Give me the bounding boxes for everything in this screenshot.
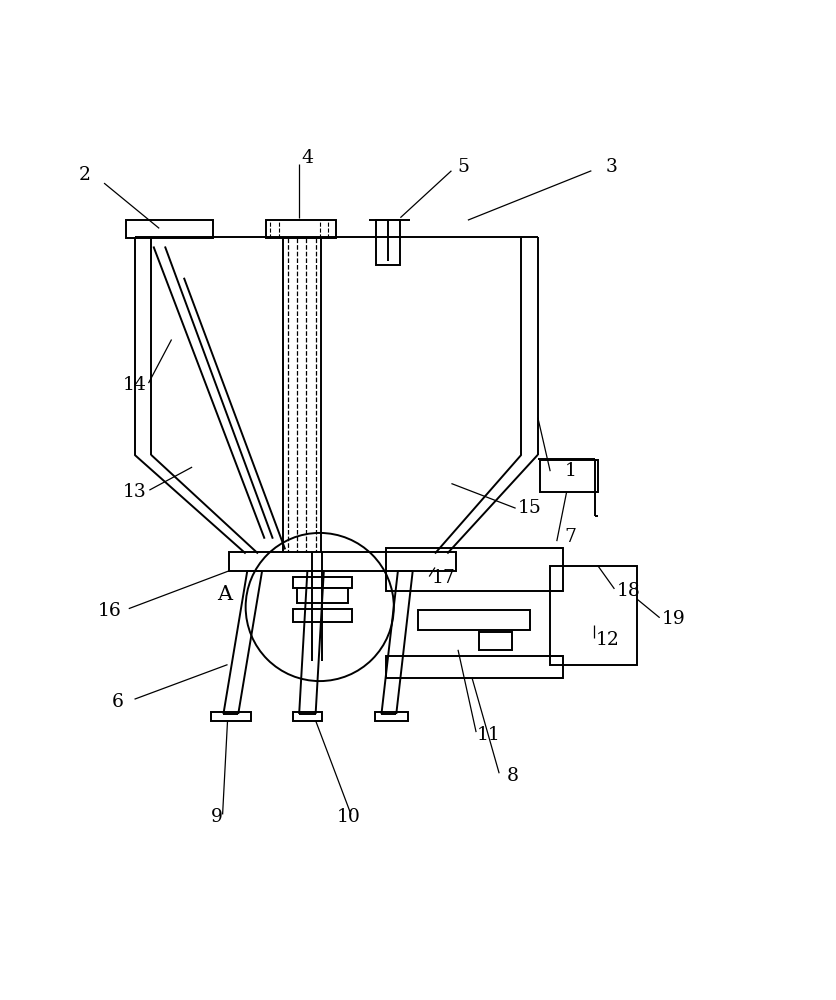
Bar [478, 632, 511, 650]
Text: 2: 2 [79, 166, 91, 184]
Bar [375, 712, 407, 721]
Bar [375, 220, 400, 265]
Text: 9: 9 [211, 808, 222, 826]
Text: 14: 14 [122, 376, 146, 394]
Text: 12: 12 [595, 631, 619, 649]
Bar [293, 609, 351, 622]
Text: 17: 17 [431, 569, 455, 587]
Bar [229, 552, 455, 571]
Text: 4: 4 [301, 149, 313, 167]
Bar [266, 220, 336, 238]
Text: 8: 8 [507, 767, 518, 785]
Bar [385, 548, 562, 591]
Text: 19: 19 [661, 610, 685, 628]
Text: 11: 11 [476, 726, 500, 744]
Text: 3: 3 [605, 158, 617, 176]
Bar [549, 566, 636, 665]
Bar [126, 220, 212, 238]
Bar [296, 588, 347, 603]
Bar [293, 577, 351, 588]
Text: 15: 15 [517, 499, 541, 517]
Text: 10: 10 [336, 808, 360, 826]
Text: 13: 13 [123, 483, 146, 501]
Text: 6: 6 [112, 693, 124, 711]
Text: 7: 7 [564, 528, 576, 546]
Text: 16: 16 [98, 602, 121, 620]
Text: 5: 5 [457, 158, 469, 176]
Bar [540, 460, 597, 492]
Bar [211, 712, 250, 721]
Bar [418, 610, 529, 630]
Bar [385, 656, 562, 678]
Text: 1: 1 [564, 462, 576, 480]
Text: A: A [217, 585, 232, 604]
Bar [293, 712, 322, 721]
Text: 18: 18 [616, 582, 640, 600]
